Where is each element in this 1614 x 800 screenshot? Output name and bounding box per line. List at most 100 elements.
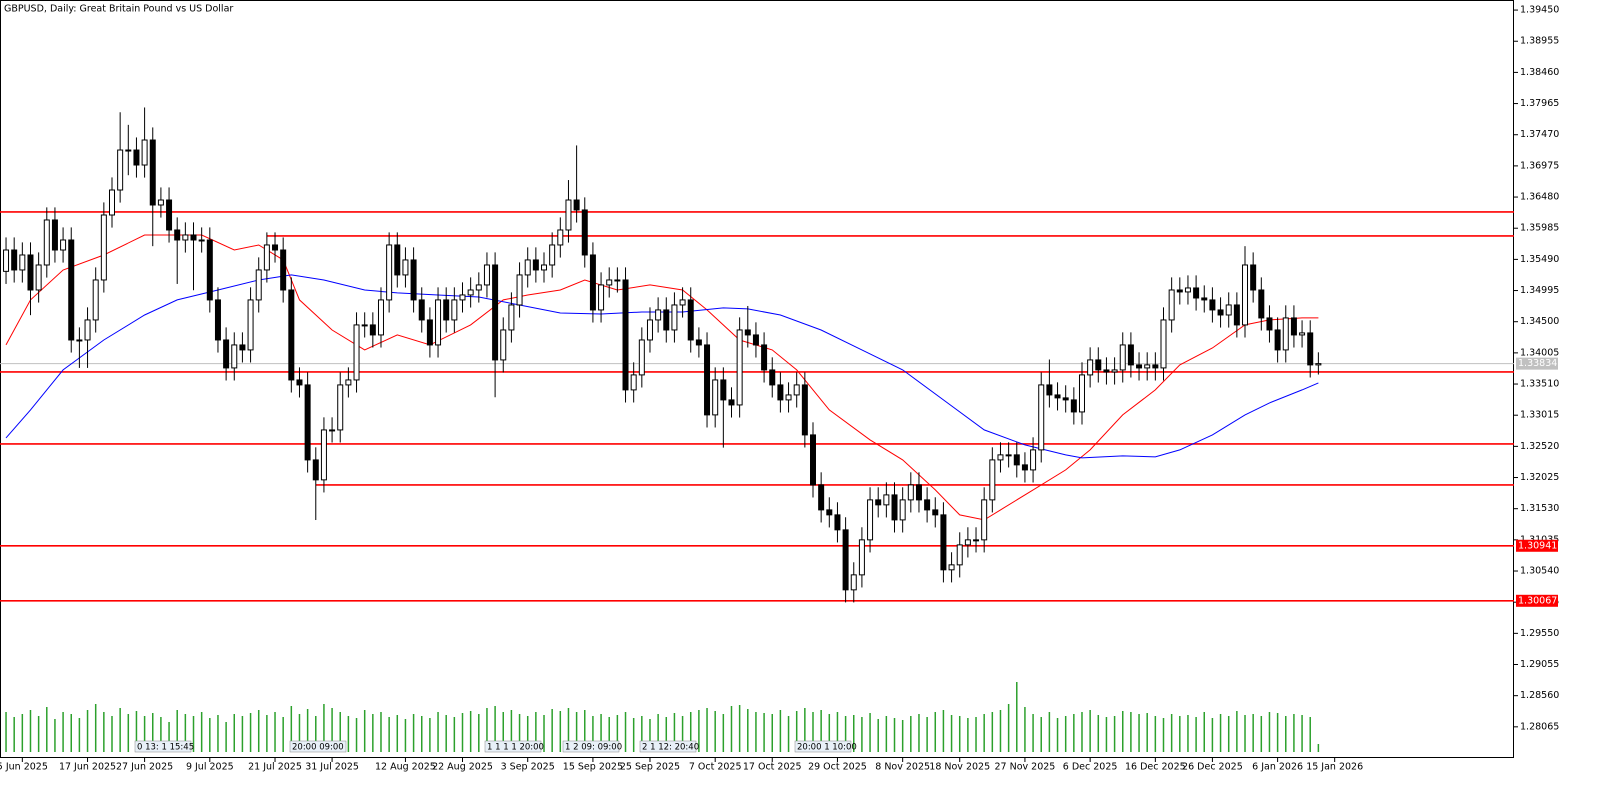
last-price-label: 1.33834 [1518, 358, 1557, 369]
candle-body [190, 234, 197, 241]
candle-body [133, 149, 140, 166]
candle-body [43, 219, 50, 266]
candle-body [712, 379, 719, 416]
candle-body [329, 429, 336, 432]
level-price-label: 1.30067 [1518, 595, 1557, 606]
candle-body [92, 279, 99, 321]
candle-body [818, 484, 825, 511]
candle-body [695, 339, 702, 346]
candle-body [557, 229, 564, 246]
candle-body [1054, 394, 1061, 399]
candle-body [541, 264, 548, 271]
candle-body [1168, 289, 1175, 321]
candle-body [1184, 287, 1191, 293]
candle-body [948, 564, 955, 571]
y-tick-label: 1.35985 [1520, 223, 1559, 234]
candle-body [51, 219, 58, 251]
candle-body [679, 299, 686, 306]
candle-body [598, 284, 605, 311]
candle-body [565, 199, 572, 231]
y-tick-label: 1.34500 [1520, 316, 1559, 327]
candle-body [891, 494, 898, 521]
candle-body [549, 244, 556, 266]
candle-body [589, 254, 596, 311]
candle-body [915, 484, 922, 501]
y-tick-label: 1.32520 [1520, 441, 1559, 452]
event-label: 1 2 09: 09:00 [565, 743, 622, 753]
y-tick-label: 1.33510 [1520, 379, 1559, 390]
candle-body [1046, 384, 1053, 396]
candle-body [1013, 454, 1020, 466]
candle-body [1209, 299, 1216, 311]
x-tick-label: 17 Oct 2025 [743, 762, 802, 773]
x-tick-label: 8 Nov 2025 [875, 762, 930, 773]
candle-body [973, 539, 980, 542]
candle-body [1307, 332, 1314, 366]
candle-body [809, 434, 816, 486]
candle-body [736, 329, 743, 406]
candle-body [459, 294, 466, 301]
candle-body [1233, 304, 1240, 326]
candle-body [1176, 289, 1183, 293]
chart-title: GBPUSD, Daily: Great Britain Pound vs US… [4, 4, 233, 15]
x-tick-label: 18 Nov 2025 [929, 762, 990, 773]
candle-body [687, 299, 694, 341]
candle-body [76, 339, 83, 342]
candle-body [875, 499, 882, 506]
candle-body [296, 379, 303, 386]
candle-body [1062, 397, 1069, 401]
candle-body [850, 574, 857, 591]
candle-body [842, 529, 849, 591]
event-box [562, 740, 620, 753]
candle-body [361, 324, 368, 327]
candle-body [255, 269, 262, 301]
candle-body [704, 344, 711, 416]
candle-body [312, 459, 319, 481]
candle-body [638, 339, 645, 376]
candle-body [263, 244, 270, 271]
candle-body [100, 214, 107, 281]
candle-body [964, 539, 971, 546]
event-label: 20:00 09:00 [292, 743, 344, 753]
candle-body [280, 249, 287, 291]
candle-body [402, 259, 409, 276]
y-tick-label: 1.36480 [1520, 192, 1559, 203]
candle-body [1070, 399, 1077, 413]
y-tick-label: 1.28065 [1520, 721, 1559, 732]
candle-body [435, 299, 442, 346]
candle-body [646, 319, 653, 341]
candle-body [720, 379, 727, 401]
y-tick-label: 1.31530 [1520, 503, 1559, 514]
candle-body [793, 384, 800, 396]
candle-body [304, 384, 311, 461]
event-label: 2 1 12: 20:40 [642, 743, 699, 753]
x-tick-label: 7 Oct 2025 [689, 762, 742, 773]
candle-body [1021, 464, 1028, 471]
event-box [639, 740, 697, 753]
y-tick-label: 1.39450 [1520, 5, 1559, 16]
x-tick-label: 16 Dec 2025 [1125, 762, 1186, 773]
candle-body [394, 244, 401, 276]
candle-body [206, 239, 213, 301]
y-tick-label: 1.37470 [1520, 129, 1559, 140]
candle-body [198, 239, 205, 242]
candle-body [182, 234, 189, 241]
candle-body [166, 199, 173, 231]
event-box [134, 740, 192, 753]
x-tick-label: 17 Jun 2025 [59, 762, 116, 773]
x-tick-label: 26 Dec 2025 [1182, 762, 1243, 773]
candle-body [1242, 264, 1249, 326]
candle-body [418, 299, 425, 321]
candle-body [752, 334, 759, 346]
candle-body [35, 264, 42, 291]
y-tick-label: 1.35490 [1520, 254, 1559, 265]
candle-body [475, 284, 482, 291]
candle-body [1087, 359, 1094, 376]
candle-body [451, 299, 458, 321]
x-tick-label: 27 Nov 2025 [994, 762, 1055, 773]
candle-body [1103, 369, 1110, 373]
candle-body [19, 254, 26, 271]
candle-body [769, 369, 776, 386]
candle-body [483, 264, 490, 286]
candle-body [997, 454, 1004, 461]
